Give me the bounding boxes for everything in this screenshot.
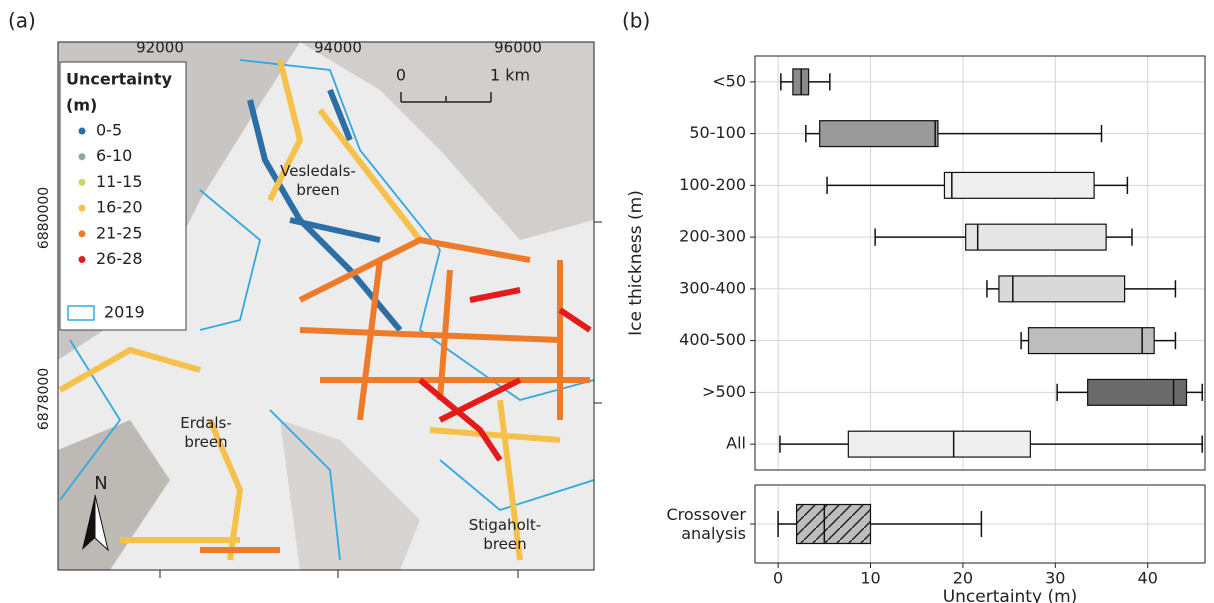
map-legend-dot xyxy=(79,205,86,212)
place-name: Vesledals- breen xyxy=(258,162,378,200)
scale-label: 1 km xyxy=(490,66,530,85)
x-tick-label: 20 xyxy=(953,569,973,588)
y-tick-label: Crossover analysis xyxy=(616,505,746,543)
map-x-coord: 96000 xyxy=(494,39,542,57)
map-legend-label: 26-28 xyxy=(96,249,143,268)
map-legend-unit: (m) xyxy=(66,96,97,115)
box xyxy=(1088,379,1187,405)
map-legend-dot xyxy=(79,230,86,237)
panel-label: (b) xyxy=(622,9,650,33)
map-legend-label: 21-25 xyxy=(96,223,143,242)
x-tick-label: 10 xyxy=(860,569,880,588)
y-tick-label: 50-100 xyxy=(689,123,746,142)
y-tick-label: 300-400 xyxy=(679,278,746,297)
map-legend-label: 11-15 xyxy=(96,172,143,191)
map-x-coord: 94000 xyxy=(314,39,362,57)
x-tick-label: 30 xyxy=(1045,569,1065,588)
map-y-coord: 6880000 xyxy=(36,187,52,249)
panel-label: (a) xyxy=(8,9,36,33)
north-label: N xyxy=(94,473,107,494)
map-x-coord: 92000 xyxy=(136,39,184,57)
box xyxy=(966,224,1106,250)
figure-canvas: (a) 92000 94000 96000 6880000 6878000 Uncertai… xyxy=(0,0,1214,603)
box xyxy=(820,121,938,147)
box xyxy=(848,431,1030,457)
map-legend-dot xyxy=(79,153,86,160)
map-legend-dot xyxy=(79,256,86,263)
map-legend-title: Uncertainty xyxy=(66,70,173,89)
place-name: Erdals- breen xyxy=(146,414,266,452)
y-tick-label: 100-200 xyxy=(679,175,746,194)
figure: (a) 92000 94000 96000 6880000 6878000 Uncertai… xyxy=(0,0,1214,603)
y-axis-label: Ice thickness (m) xyxy=(626,190,646,336)
x-tick-label: 0 xyxy=(773,569,783,588)
box xyxy=(1029,328,1155,354)
x-tick-label: 40 xyxy=(1138,569,1158,588)
box xyxy=(797,505,871,544)
map-legend-dot xyxy=(79,179,86,186)
y-tick-label: 200-300 xyxy=(679,227,746,246)
map-y-coord: 6878000 xyxy=(36,368,52,430)
box xyxy=(944,172,1094,198)
axes-frame xyxy=(755,56,1205,470)
x-axis-label: Uncertainty (m) xyxy=(943,587,1078,603)
map-legend-label: 2019 xyxy=(104,303,145,322)
box xyxy=(999,276,1125,302)
place-name: Stigaholt- breen xyxy=(445,516,565,554)
map-legend-label: 0-5 xyxy=(96,121,122,140)
y-tick-label: >500 xyxy=(702,382,746,401)
map-legend-label: 6-10 xyxy=(96,146,132,165)
map-legend-dot xyxy=(79,128,86,135)
y-tick-label: All xyxy=(726,434,746,453)
y-tick-label: <50 xyxy=(712,71,746,90)
y-tick-label: 400-500 xyxy=(679,330,746,349)
scale-label: 0 xyxy=(396,66,406,85)
map-legend-label: 16-20 xyxy=(96,198,143,217)
